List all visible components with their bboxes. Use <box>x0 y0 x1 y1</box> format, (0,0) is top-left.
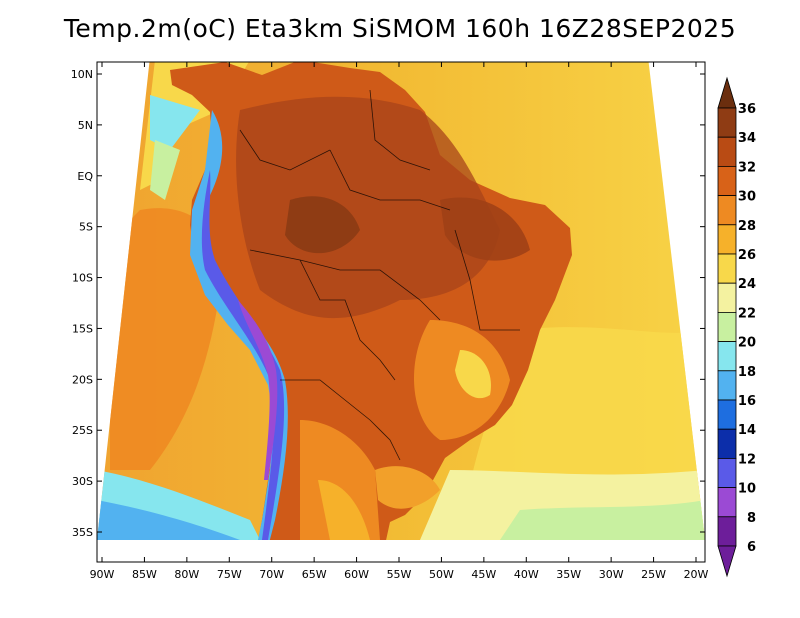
colorbar-label: 24 <box>738 277 756 292</box>
pampas-cooler <box>318 480 370 540</box>
lon-tick-label: 75W <box>217 568 242 581</box>
lon-tick-label: 30W <box>599 568 624 581</box>
lat-tick-label: 15S <box>72 322 93 335</box>
hottest-spot <box>285 196 360 254</box>
lon-tick-label: 45W <box>471 568 496 581</box>
colorbar-swatch <box>717 195 737 226</box>
lon-tick-label: 85W <box>132 568 157 581</box>
lat-tick-label: 10S <box>72 272 93 285</box>
lon-tick-label: 50W <box>429 568 454 581</box>
lon-tick-label: 60W <box>344 568 369 581</box>
colorbar-label: 18 <box>738 365 756 380</box>
south-pacific-cooler <box>97 500 240 540</box>
colorbar-swatch <box>717 370 737 401</box>
lat-tick-label: 25S <box>72 424 93 437</box>
lat-tick-label: 5N <box>78 119 93 132</box>
colorbar-swatch <box>717 428 737 459</box>
borders <box>239 89 520 461</box>
colorbar: 36 34 32 30 28 26 24 22 20 18 16 14 12 10 8 6 <box>717 76 756 578</box>
lat-tick-label: 10N <box>71 68 93 81</box>
colorbar-label: 6 <box>747 540 756 555</box>
colorbar-label: 16 <box>738 394 756 409</box>
lat-tick-label: EQ <box>77 170 93 183</box>
south-atlantic-cooler <box>500 500 705 540</box>
colorbar-swatch <box>717 311 737 342</box>
lon-tick-label: 40W <box>514 568 539 581</box>
andes-range <box>190 110 288 540</box>
colorbar-swatch <box>717 253 737 284</box>
colorbar-swatch <box>717 282 737 313</box>
lon-tick-label: 20W <box>684 568 709 581</box>
pacific-warm-patch <box>110 208 222 471</box>
map-frame <box>96 61 706 563</box>
colorbar-swatch <box>717 399 737 430</box>
colorbar-label: 34 <box>738 131 756 146</box>
colorbar-label: 12 <box>738 452 756 467</box>
south-brazil <box>375 466 440 509</box>
colorbar-swatch <box>717 107 737 138</box>
highland-cool <box>455 350 491 399</box>
lon-tick-label: 35W <box>556 568 581 581</box>
lon-tick-label: 25W <box>641 568 666 581</box>
lat-tick-label: 30S <box>72 475 93 488</box>
map-area <box>97 62 705 540</box>
lon-tick-label: 80W <box>174 568 199 581</box>
andes-peaks <box>238 300 278 480</box>
colorbar-label: 10 <box>738 482 756 497</box>
pacific-cool-patch <box>150 95 200 150</box>
colorbar-label: 20 <box>738 336 756 351</box>
colorbar-label: 30 <box>738 190 756 205</box>
lat-tick-label: 5S <box>79 221 93 234</box>
colorbar-label: 26 <box>738 248 756 263</box>
colorbar-label: 32 <box>738 160 756 175</box>
lon-tick-label: 65W <box>302 568 327 581</box>
colorbar-label: 36 <box>738 102 756 117</box>
lat-tick-label: 20S <box>72 373 93 386</box>
colorbar-top-triangle <box>717 76 737 109</box>
colorbar-swatch <box>717 457 737 488</box>
colorbar-swatch <box>717 516 737 547</box>
lon-tick-label: 70W <box>259 568 284 581</box>
colorbar-swatch <box>717 136 737 167</box>
hot-core <box>236 96 500 319</box>
argentina-plains <box>300 420 380 540</box>
northeast-hot <box>440 197 530 261</box>
colorbar-swatch <box>717 341 737 372</box>
chart-title: Temp.2m(oC) Eta3km SiSMOM 160h 16Z28SEP2… <box>63 14 737 43</box>
pacific-cool-patch-2 <box>150 140 180 200</box>
axes: 10N 5N EQ 5S 10S 15S 20S 25S 30S 35S 90W 85W 80W 75W 7… <box>71 62 709 581</box>
colorbar-swatch <box>717 165 737 196</box>
colorbar-label: 14 <box>738 423 756 438</box>
colorbar-swatch <box>717 224 737 255</box>
lat-tick-label: 35S <box>72 526 93 539</box>
lon-tick-label: 90W <box>90 568 115 581</box>
colorbar-label: 22 <box>738 306 756 321</box>
colorbar-label: 8 <box>747 511 756 526</box>
colorbar-bottom-triangle <box>717 545 737 578</box>
colorbar-swatch <box>717 487 737 518</box>
lon-tick-label: 55W <box>387 568 412 581</box>
colorbar-label: 28 <box>738 219 756 234</box>
